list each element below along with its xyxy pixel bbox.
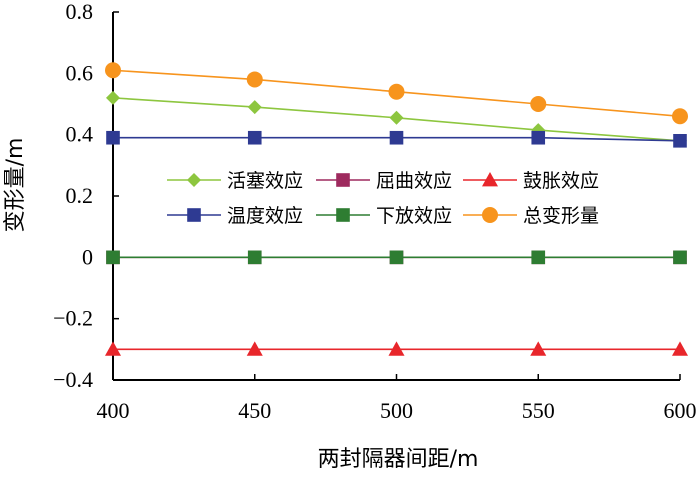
x-tick-label: 450 [238,398,271,423]
data-point [106,90,120,105]
data-point [672,341,688,356]
legend-item: 屈曲效应 [316,170,452,192]
series-3 [106,130,687,148]
x-tick-label: 400 [97,398,130,423]
y-tick-label: −0.4 [53,367,93,392]
data-point [389,110,404,125]
data-point [187,173,201,187]
series-4 [106,250,687,265]
y-axis-title: 变形量/m [3,138,28,233]
data-point [531,250,546,265]
data-point [673,134,687,148]
data-point [531,130,546,145]
data-point [336,208,350,222]
data-point [106,250,120,265]
data-point [247,100,262,115]
data-point [530,341,547,356]
y-tick-label: −0.2 [53,306,93,331]
series-2 [105,341,688,356]
data-point [482,207,498,223]
data-point [246,71,263,88]
series-5 [105,62,688,125]
data-point [388,341,405,356]
y-tick-label: 0.4 [66,122,94,147]
data-point [246,341,263,356]
y-tick-label: 0.6 [66,60,94,85]
data-point [530,96,547,112]
legend-item: 温度效应 [167,205,303,227]
legend-label: 鼓胀效应 [523,170,599,192]
data-point [389,130,404,145]
legend-item: 活塞效应 [167,170,303,192]
y-tick-label: 0.2 [66,183,94,208]
data-point [482,172,498,187]
y-tick-label: 0 [82,244,93,269]
data-point [673,250,687,265]
x-tick-label: 500 [380,398,413,423]
data-point [187,208,201,222]
legend-label: 屈曲效应 [376,170,452,192]
data-point [336,173,350,187]
x-tick-label: 600 [664,398,697,423]
data-point [247,130,262,145]
x-axis-title: 两封隔器间距/m [318,447,479,472]
legend-label: 下放效应 [376,205,452,227]
data-point [105,341,121,356]
series-layer [105,62,688,356]
data-point [106,130,120,145]
data-point [247,250,262,265]
legend-item: 总变形量 [463,205,599,227]
legend-label: 活塞效应 [227,170,303,192]
legend-item: 鼓胀效应 [463,170,599,192]
legend-item: 下放效应 [316,205,452,227]
data-point [389,250,404,265]
data-point [105,62,121,79]
y-tick-label: 0.8 [66,0,94,24]
axes: −0.4 −0.2 0 0.2 0.4 0.6 0.8 400 450 500 550 600 [53,0,696,423]
data-point [388,83,405,100]
legend-label: 总变形量 [523,205,599,227]
legend-label: 温度效应 [227,205,303,227]
x-tick-label: 550 [522,398,555,423]
data-point [672,108,688,125]
